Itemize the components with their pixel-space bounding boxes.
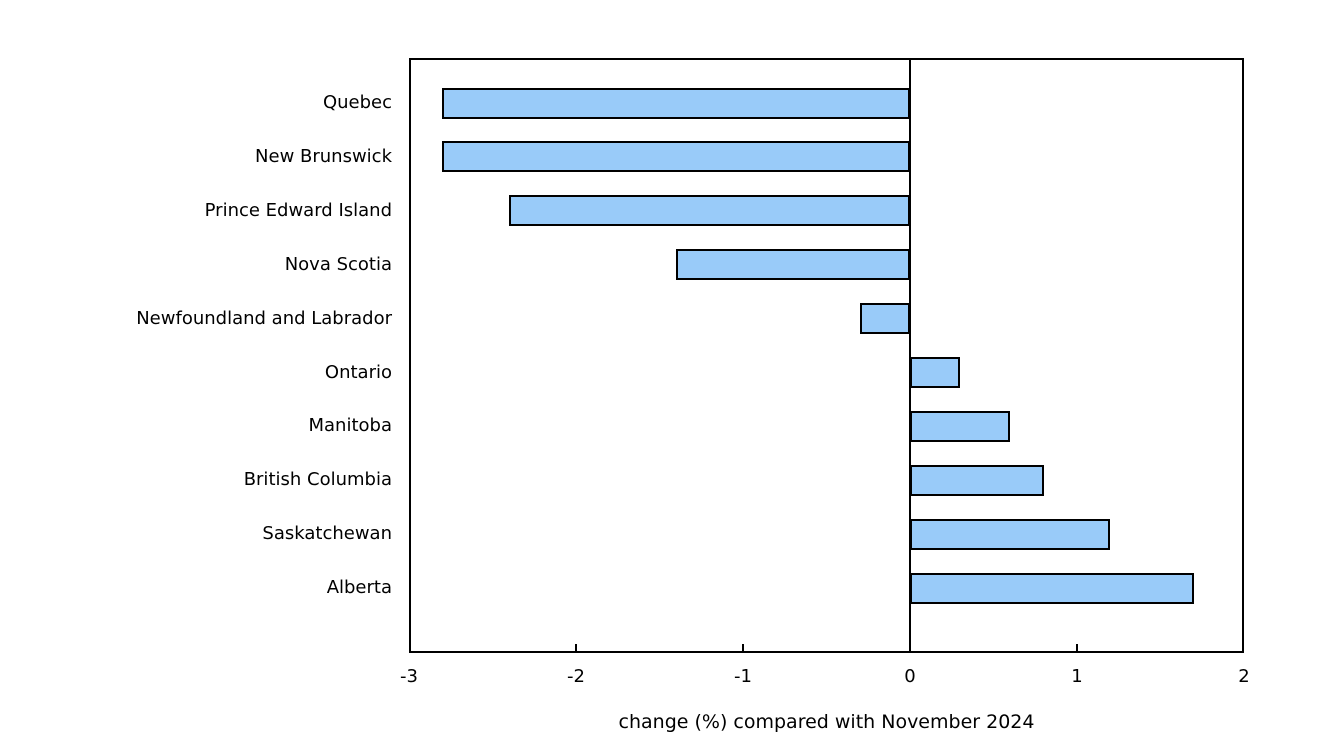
x-tick-label: 0 xyxy=(904,666,916,687)
bar xyxy=(910,464,1044,496)
x-tick-mark xyxy=(1076,644,1078,653)
bar xyxy=(442,87,910,119)
x-tick-mark xyxy=(742,644,744,653)
bar xyxy=(910,572,1194,604)
x-tick-mark xyxy=(575,644,577,653)
category-label: Prince Edward Island xyxy=(204,199,392,221)
x-axis-title: change (%) compared with November 2024 xyxy=(618,711,1035,733)
category-label: Manitoba xyxy=(308,415,393,437)
x-tick-label: -3 xyxy=(400,666,418,687)
category-label: Newfoundland and Labrador xyxy=(136,307,392,329)
bar xyxy=(910,410,1011,442)
category-label: Nova Scotia xyxy=(284,253,392,275)
x-tick-label: -2 xyxy=(567,666,585,687)
bar xyxy=(910,357,961,388)
category-label: British Columbia xyxy=(243,469,392,491)
x-tick-label: 2 xyxy=(1238,666,1250,687)
bar xyxy=(442,141,910,173)
category-label: Saskatchewan xyxy=(262,523,392,545)
bar xyxy=(910,518,1111,550)
x-tick-label: -1 xyxy=(734,666,752,687)
bar xyxy=(676,249,910,281)
zero-axis-line xyxy=(909,58,911,653)
category-label: Quebec xyxy=(322,92,392,113)
x-tick-label: 1 xyxy=(1071,666,1083,687)
plot-area xyxy=(409,58,1244,653)
category-label: Ontario xyxy=(324,361,392,383)
bar xyxy=(509,195,910,227)
category-label: New Brunswick xyxy=(255,145,392,167)
category-label: Alberta xyxy=(326,577,392,599)
bar xyxy=(859,303,910,335)
